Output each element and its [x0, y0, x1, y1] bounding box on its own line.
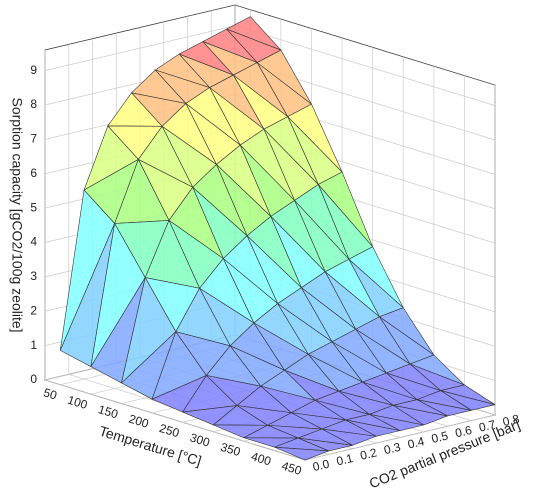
z-tick-label: 4 [30, 235, 37, 249]
x-tick-label: 150 [97, 402, 121, 421]
z-tick-label: 3 [30, 269, 37, 283]
z-tick-label: 6 [30, 166, 37, 180]
x-axis-title: Temperature [°C] [97, 423, 203, 469]
z-tick-label: 5 [30, 200, 37, 214]
y-tick-label: 0.2 [359, 445, 379, 462]
x-tick-label: 400 [249, 449, 273, 468]
y-tick-label: 0.7 [477, 417, 497, 434]
z-axis-title: Sorption capacity [gCO2/100g zeolite] [9, 97, 25, 332]
y-tick-label: 0.5 [430, 428, 450, 445]
grid-line [44, 379, 306, 461]
y-tick-label: 0.3 [382, 440, 402, 457]
z-tick-label: 8 [30, 97, 37, 111]
z-tick-label: 7 [30, 132, 37, 146]
y-tick-label: 0.8 [501, 412, 521, 429]
x-tick-label: 200 [127, 412, 151, 431]
surface-face [274, 446, 329, 461]
z-tick-label: 2 [30, 303, 37, 317]
x-tick-label: 300 [188, 430, 212, 449]
z-tick-label: 1 [30, 338, 37, 352]
grid-line [234, 25, 496, 106]
y-tick-label: 0.0 [311, 457, 331, 474]
y-tick-label: 0.1 [335, 451, 355, 468]
y-tick-label: 0.4 [406, 434, 426, 451]
z-tick-label: 9 [30, 63, 37, 77]
x-tick-label: 50 [42, 385, 59, 402]
x-tick-label: 350 [219, 440, 243, 459]
x-tick-label: 100 [66, 393, 90, 412]
z-tick-label: 0 [30, 372, 37, 386]
x-tick-label: 450 [280, 459, 304, 478]
y-tick-label: 0.6 [454, 423, 474, 440]
x-tick-label: 250 [158, 421, 182, 440]
